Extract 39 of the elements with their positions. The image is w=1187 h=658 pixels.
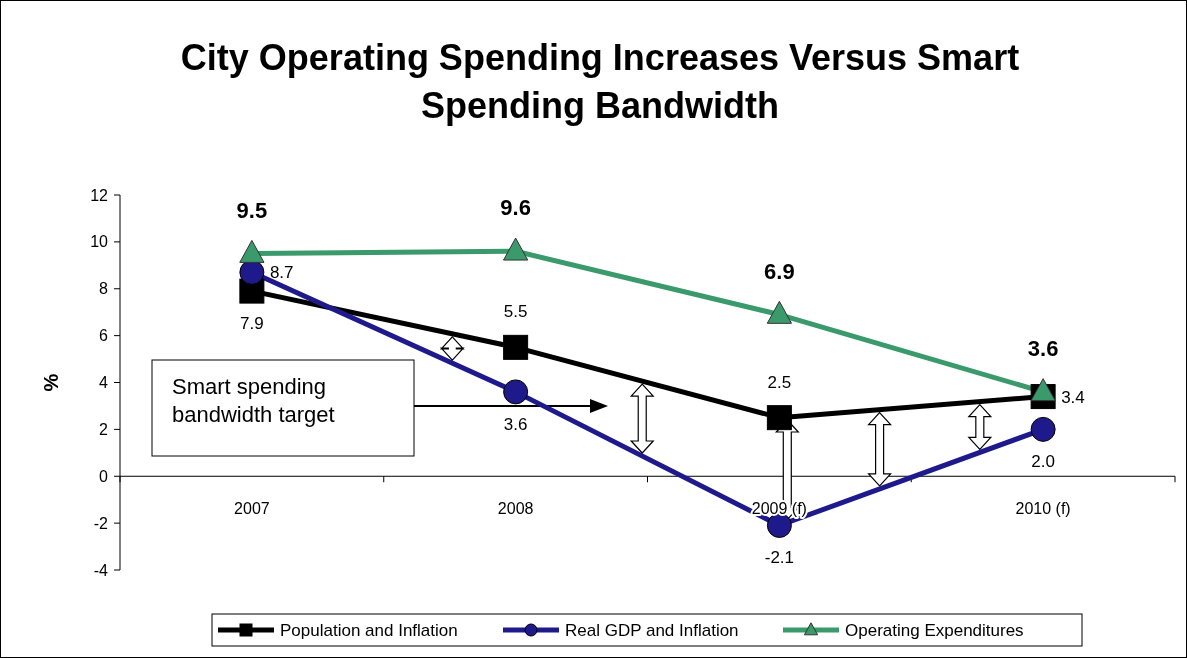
annotation: Smart spending bandwidth target: [172, 374, 335, 427]
data-label: 5.5: [503, 302, 528, 322]
point: [503, 379, 529, 405]
y-tick-label: 6: [99, 327, 109, 345]
y-tick-label: -2: [93, 514, 109, 532]
point: [766, 405, 792, 431]
y-tick-label: 12: [90, 186, 109, 204]
data-label: 8.7: [269, 263, 294, 283]
x-tick-label: 2007: [234, 500, 270, 518]
data-label: 3.6: [1027, 335, 1059, 361]
y-tick-label: -4: [93, 561, 109, 579]
y-tick-label: 4: [99, 374, 109, 392]
point: [1030, 378, 1056, 402]
data-label: 9.5: [236, 197, 268, 223]
data-label: 2.0: [1031, 452, 1055, 472]
y-axis-title: %: [40, 373, 62, 392]
y-tick-label: 10: [90, 233, 109, 251]
data-label: 3.4: [1061, 387, 1085, 407]
x-tick-label: 2008: [497, 500, 534, 518]
point: [503, 334, 529, 360]
point: [766, 300, 792, 324]
y-tick-label: 8: [99, 280, 109, 298]
legend-label: Operating Expenditures: [845, 621, 1024, 640]
legend-label: Real GDP and Inflation: [565, 621, 739, 640]
x-tick-label: 2010 (f): [1015, 500, 1071, 518]
data-label: 6.9: [764, 258, 795, 284]
data-label: 9.6: [500, 195, 531, 221]
point: [1030, 416, 1056, 442]
point: [766, 512, 792, 538]
y-tick-label: 0: [99, 467, 109, 485]
data-label: 3.6: [503, 414, 528, 434]
data-label: 7.9: [240, 314, 264, 334]
point: [239, 239, 265, 263]
point: [503, 237, 529, 261]
chart-title: City Operating Spending Increases Versus Smart Spending Bandwidth: [180, 37, 1020, 126]
data-label: 2.5: [767, 372, 792, 392]
legend-label: Population and Inflation: [280, 621, 458, 640]
y-tick-label: 2: [99, 420, 109, 438]
data-label: -2.1: [764, 548, 795, 568]
